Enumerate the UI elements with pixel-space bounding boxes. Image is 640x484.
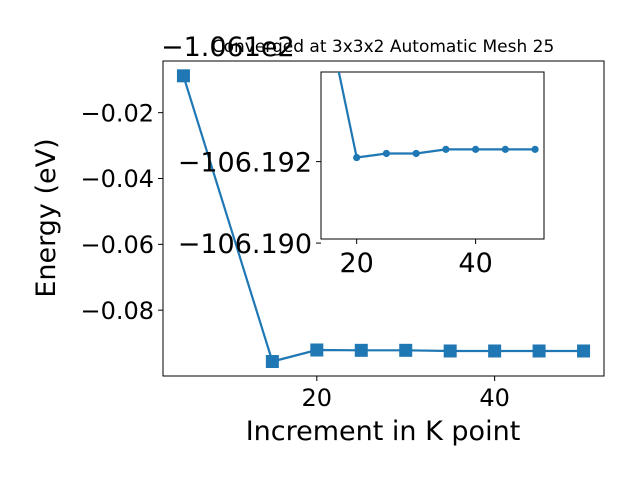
main-markers — [176, 69, 591, 369]
y-tick-label: −106.190 — [178, 229, 312, 260]
data-point — [443, 344, 457, 358]
main-y-ticks: −0.02 −0.04 −0.06 −0.08 — [80, 99, 163, 325]
x-tick-label: 40 — [479, 384, 510, 412]
inset-markers — [323, 11, 539, 162]
data-point — [531, 145, 539, 153]
inset-y-ticks: −106.192 −106.190 — [178, 147, 321, 260]
series-line — [337, 72, 536, 159]
data-point — [532, 344, 546, 358]
data-point — [399, 343, 413, 357]
data-point — [412, 149, 420, 158]
x-axis-label: Increment in K point — [246, 416, 521, 447]
y-axis-label: Energy (eV) — [31, 138, 62, 297]
y-tick-label: −106.192 — [178, 147, 312, 178]
data-point — [265, 355, 279, 369]
data-point — [323, 11, 330, 18]
x-tick-label: 20 — [302, 384, 333, 412]
data-point — [488, 344, 502, 358]
inset-axes: 20 40 −106.192−106.190 — [178, 11, 545, 279]
data-point — [442, 145, 450, 153]
x-tick-label: 20 — [340, 248, 374, 279]
inset-series — [337, 72, 536, 159]
chart-title: Converged at 3x3x2 Automatic Mesh 25 — [212, 37, 555, 57]
data-point — [354, 343, 368, 357]
data-point — [501, 145, 509, 153]
inset-x-ticks: 20 40 — [340, 239, 493, 279]
y-tick-label: −0.04 — [80, 165, 154, 193]
data-point — [472, 145, 480, 153]
y-tick-label: −0.06 — [80, 231, 154, 259]
y-tick-label: −0.02 — [80, 99, 154, 127]
data-point — [577, 344, 591, 358]
data-point — [353, 153, 361, 162]
data-point — [382, 149, 391, 158]
y-tick-label: −0.08 — [80, 297, 154, 325]
data-point — [310, 343, 324, 357]
y-offset-text: −1.061e2 — [161, 32, 295, 63]
x-tick-label: 40 — [458, 248, 492, 279]
data-point — [176, 69, 190, 83]
main-x-ticks: 20 40 — [302, 376, 510, 412]
